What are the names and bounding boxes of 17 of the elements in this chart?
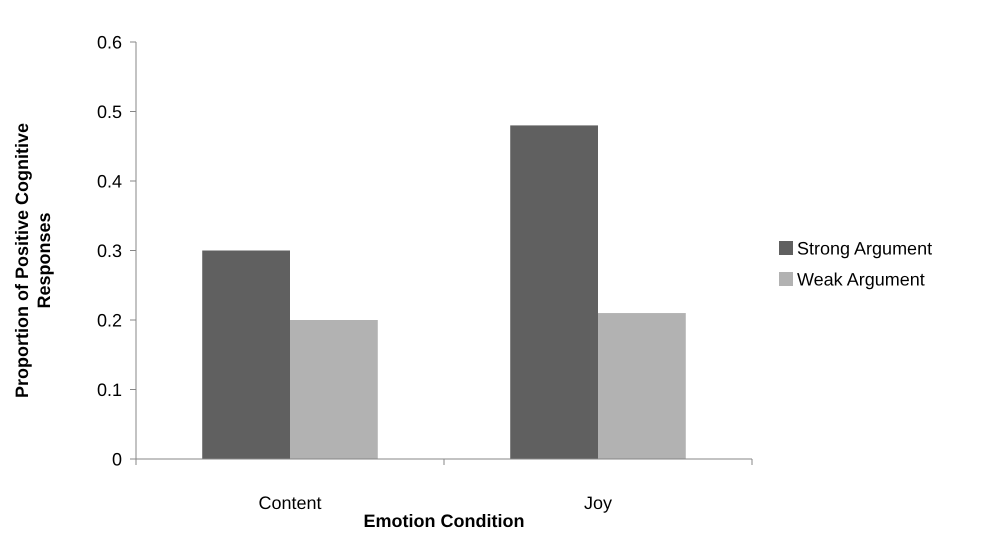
x-tick-label: Content [258, 493, 322, 513]
bar [202, 250, 290, 459]
legend-label: Weak Argument [797, 269, 925, 290]
legend-label: Strong Argument [797, 238, 932, 258]
y-tick-label: 0.6 [96, 32, 122, 52]
y-tick-label: 0.4 [96, 171, 122, 192]
y-axis-title: Proportion of Positive Cognitive Responses [12, 122, 54, 398]
y-tick-label: 0.3 [96, 240, 122, 261]
x-tick-label: Joy [584, 493, 612, 513]
y-tick-label: 0.1 [96, 380, 122, 400]
bar [290, 320, 378, 459]
bar [510, 125, 598, 459]
y-tick-label: 0.2 [96, 310, 122, 330]
bar [598, 313, 686, 459]
x-axis-title: Emotion Condition [364, 511, 524, 531]
y-tick-label: 0 [112, 449, 122, 470]
y-tick-label: 0.5 [96, 102, 122, 122]
